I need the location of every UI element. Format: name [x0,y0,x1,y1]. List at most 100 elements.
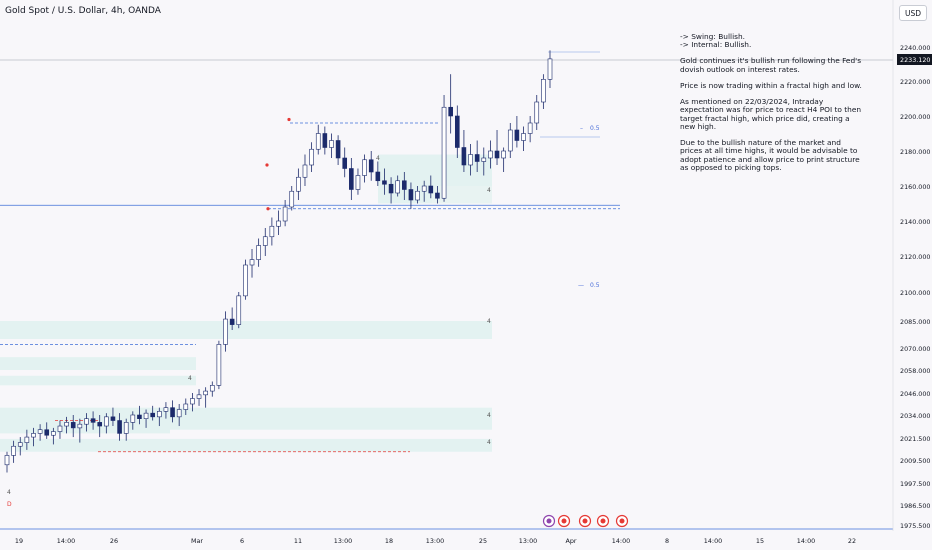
last-price-label: 2233.120 [900,56,931,64]
candle-body [84,418,89,425]
fractal-marker [266,207,270,211]
candle-body [474,154,480,162]
x-tick-label: 11 [294,537,302,545]
last-price-badge [897,54,932,65]
time-axis [0,531,932,550]
candle-body [388,183,394,194]
candle-body [37,429,43,434]
fractal-marker [287,117,291,122]
y-tick-label: 2120.000 [900,253,931,261]
candle-body [70,422,76,429]
candle-body [104,416,109,427]
y-tick-label: 2140.000 [900,218,931,226]
candle-body [315,133,321,150]
y-tick-label: 2240.000 [900,44,931,52]
y-tick-label: 2009.500 [900,457,931,465]
candle-body [163,407,169,412]
x-tick-label: 14:00 [57,537,75,545]
candle-body [269,225,275,238]
x-tick-label: 8 [665,537,669,545]
candle-body [335,140,341,159]
y-tick-label: 2160.000 [900,183,931,191]
candle-body [209,385,215,392]
candle-body [468,154,473,166]
y-tick-label: 2021.500 [900,435,931,443]
candle-body [362,159,367,176]
economic-event-icon [619,518,625,524]
candle-body [150,412,155,418]
y-tick-label: 2070.000 [900,345,931,353]
swing-bias: -> Swing: Bullish. [680,32,746,41]
candle-body [170,407,175,418]
x-tick-label: 13:00 [426,537,444,545]
poi-zone [432,186,492,204]
candle-body [349,168,354,190]
y-tick-label: 1997.500 [900,480,931,488]
candle-body [322,133,328,148]
candle-body [143,412,149,419]
x-tick-label: 19 [15,537,23,545]
economic-event-icon [582,518,588,524]
note-paragraph-4: Due to the bullish nature of the market … [680,138,860,173]
candle-body [51,431,56,436]
candle-body [514,129,520,141]
economic-event-icon [600,518,606,524]
candle-body [4,455,10,466]
candle-body [123,422,129,434]
y-tick-label: 1986.500 [900,502,931,510]
candle-body [223,318,228,345]
candle-body [302,164,308,178]
note-paragraph-1: Gold continues it's bullish run followin… [680,56,862,74]
x-tick-label: 13:00 [334,537,352,545]
x-tick-label: 25 [479,537,487,545]
candle-body [534,101,540,124]
candle-body [196,394,202,399]
chart-annotation: 0.5 [590,282,600,289]
poi-zone [0,357,196,370]
candle-body [481,157,487,162]
candle-body [521,133,526,141]
x-tick-label: Mar [191,537,203,545]
candle-body [64,422,69,427]
x-tick-label: 6 [240,537,244,545]
analysis-note: -> Swing: Bullish. -> Internal: Bullish.… [680,32,865,180]
candle-body [249,259,255,266]
y-tick-label: 1975.500 [900,522,931,530]
x-tick-label: 14:00 [704,537,722,545]
y-tick-label: 2034.000 [900,412,931,420]
x-tick-label: 26 [110,537,118,545]
candle-body [382,180,387,185]
candle-body [342,157,348,169]
candle-body [216,344,222,386]
candle-body [547,58,553,80]
candle-body [117,420,122,434]
price-axis [893,0,932,550]
candle-body [256,245,261,260]
candle-body [454,115,460,148]
fractal-marker [265,163,269,167]
candle-body [282,206,288,222]
candle-body [31,433,36,438]
candle-body [262,236,268,246]
candle-body [203,390,208,396]
y-tick-label: 2046.000 [900,390,931,398]
candle-body [488,150,493,159]
candle-body [276,220,281,227]
note-paragraph-2: Price is now trading within a fractal hi… [680,80,862,90]
x-tick-label: 22 [848,537,856,545]
currency-button[interactable]: USD [899,5,927,21]
candle-body [157,411,162,418]
chart-annotation: 4 [487,412,491,419]
candle-body [501,150,506,159]
candle-body [408,189,414,201]
candle-body [402,180,407,190]
y-tick-label: 2220.000 [900,78,931,86]
candle-body [448,106,453,117]
x-tick-label: 15 [756,537,764,545]
x-tick-label: 18 [385,537,393,545]
chart-annotation: 4 [7,489,11,496]
candle-body [415,190,420,201]
candle-body [11,445,16,456]
